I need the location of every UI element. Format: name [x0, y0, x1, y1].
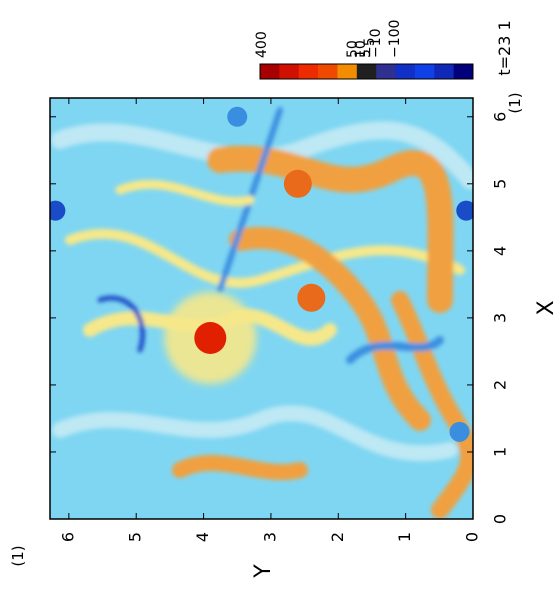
filament — [115, 179, 255, 206]
filament — [51, 121, 473, 189]
vorticity-filaments — [51, 107, 473, 519]
colorbar-label: −10 — [368, 28, 384, 58]
vortex-core — [283, 169, 312, 198]
filament — [346, 336, 444, 364]
x-tick-label: 1 — [491, 447, 510, 457]
colorbar-swatch — [318, 64, 338, 79]
x-tick-label: 2 — [491, 380, 510, 390]
x-tick-label: 3 — [491, 313, 510, 323]
x-unit-label: (1) — [506, 92, 524, 113]
colorbar-swatch — [414, 64, 435, 79]
plot-frame — [49, 97, 474, 520]
y-tick-label: 3 — [260, 532, 279, 542]
colorbar-frame — [259, 63, 474, 80]
vortex-core — [50, 200, 66, 221]
time-label: t=23 1 — [495, 20, 514, 75]
x-axis-label: X — [534, 300, 559, 315]
vortex-core — [449, 421, 470, 442]
vortex-core — [297, 283, 326, 312]
y-tick-label: 4 — [193, 532, 212, 542]
colorbar-swatch — [434, 64, 455, 79]
colorbar-swatch — [260, 64, 280, 79]
y-tick-label: 6 — [58, 532, 77, 542]
filament — [52, 405, 458, 462]
vortex-core — [456, 200, 473, 221]
colorbar-swatch — [376, 64, 397, 79]
filament — [97, 295, 146, 353]
filament — [207, 145, 454, 313]
vortex-core — [194, 321, 227, 354]
colorbar-swatch — [453, 64, 474, 79]
x-tick-label: 6 — [491, 112, 510, 122]
colorbar-label: 400 — [254, 31, 270, 58]
y-tick-label: 5 — [126, 532, 145, 542]
colorbar-swatch — [279, 64, 300, 79]
colorbar-label: 50 — [345, 40, 361, 58]
colorbar-swatch — [337, 64, 358, 79]
filament — [229, 227, 431, 431]
y-axis: 0 1 2 3 4 5 6 — [58, 98, 482, 542]
x-tick-label: 4 — [491, 246, 510, 256]
colorbar-label: 5 — [358, 49, 374, 58]
colorbar-swatch — [298, 64, 319, 79]
y-unit-label: (1) — [9, 545, 27, 566]
colorbar-swatch — [356, 64, 377, 79]
x-tick-label: 5 — [491, 179, 510, 189]
vorticity-field — [50, 98, 473, 519]
colorbar-swatch — [395, 64, 416, 79]
x-axis: 0 1 2 3 4 5 6 — [50, 112, 510, 524]
x-tick-label: 0 — [491, 514, 510, 524]
colorbar-label: 10 — [353, 40, 369, 58]
y-tick-label: 2 — [328, 532, 347, 542]
filament — [65, 229, 465, 288]
y-tick-label: 0 — [463, 532, 482, 542]
filament — [391, 291, 473, 519]
y-axis-label: Y — [251, 564, 276, 579]
vortex-cores — [50, 106, 473, 442]
colorbar-label: −100 — [387, 20, 403, 58]
filament — [172, 454, 308, 481]
y-tick-label: 1 — [395, 532, 414, 542]
colorbar-label: −5 — [362, 37, 378, 58]
vortex-core — [227, 106, 248, 127]
